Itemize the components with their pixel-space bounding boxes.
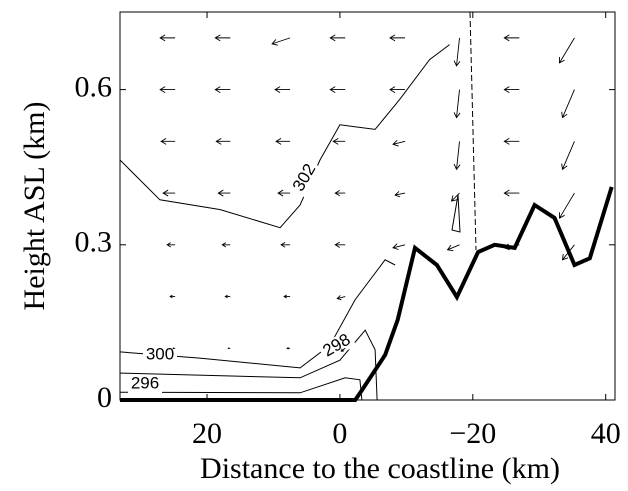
wind-vector xyxy=(160,137,176,145)
wind-vector xyxy=(224,294,231,299)
wind-vector xyxy=(503,34,520,42)
wind-vector xyxy=(503,86,520,93)
wind-vector xyxy=(172,347,176,350)
wind-vector xyxy=(159,34,176,42)
wind-vector xyxy=(286,347,291,350)
wind-vector xyxy=(274,86,291,93)
wind-vector xyxy=(389,86,406,93)
y-tick-label: 0.6 xyxy=(75,70,113,103)
contour-label: 300 xyxy=(146,344,174,363)
wind-vector xyxy=(559,37,575,64)
wind-vector xyxy=(283,294,291,299)
wind-vector xyxy=(446,244,460,252)
wind-vector xyxy=(221,242,231,248)
wind-vector xyxy=(559,192,575,219)
wind-vector xyxy=(162,189,176,197)
wind-vector xyxy=(214,34,231,42)
wind-vector xyxy=(453,89,461,119)
wind-vector xyxy=(329,34,346,42)
wind-vector xyxy=(214,86,231,93)
wind-vector xyxy=(329,86,346,93)
wind-vector xyxy=(334,241,346,248)
wind-vector xyxy=(503,137,520,145)
wind-vector xyxy=(277,189,291,197)
x-tick-label: 20 xyxy=(192,417,222,450)
dashed-contour xyxy=(469,11,477,251)
wind-vector xyxy=(392,139,406,147)
contour-line xyxy=(119,44,450,229)
wind-vector xyxy=(227,347,231,350)
wind-vector xyxy=(389,34,406,42)
wind-vector xyxy=(217,189,231,197)
x-tick-label: 40 xyxy=(591,417,621,450)
y-tick-label: 0.3 xyxy=(75,226,113,259)
x-tick-label: −20 xyxy=(449,417,496,450)
wind-vector xyxy=(271,37,291,46)
contour-label-bg xyxy=(128,375,162,393)
wind-vector xyxy=(453,37,461,67)
wind-vector xyxy=(215,137,231,145)
plot-frame xyxy=(119,11,616,401)
contour-label-bg xyxy=(143,346,177,364)
wind-vector xyxy=(394,191,406,198)
contour-label-bg xyxy=(317,329,357,363)
wind-vector xyxy=(561,141,575,171)
wind-vector xyxy=(392,243,406,250)
wind-vector xyxy=(275,137,291,145)
y-axis-label: Height ASL (km) xyxy=(18,102,51,311)
x-axis-label: Distance to the coastline (km) xyxy=(200,452,560,485)
contour-line xyxy=(119,377,363,401)
contour-label: 296 xyxy=(131,373,159,392)
wind-vector xyxy=(340,347,346,352)
wind-vector xyxy=(503,189,520,197)
wind-vector xyxy=(450,192,460,202)
contour-label-bg xyxy=(288,158,322,198)
wind-vector xyxy=(159,86,176,93)
closed-contour xyxy=(451,194,461,233)
wind-vector xyxy=(561,89,575,119)
wind-vector xyxy=(336,295,346,301)
x-tick-label: 0 xyxy=(332,417,347,450)
terrain-line xyxy=(120,186,614,402)
wind-vector xyxy=(334,189,346,197)
wind-vector xyxy=(453,141,461,171)
wind-vector xyxy=(280,241,291,248)
wind-vector xyxy=(332,137,346,145)
wind-vector xyxy=(166,242,176,248)
y-tick-label: 0 xyxy=(97,381,112,414)
wind-vector xyxy=(169,294,176,299)
